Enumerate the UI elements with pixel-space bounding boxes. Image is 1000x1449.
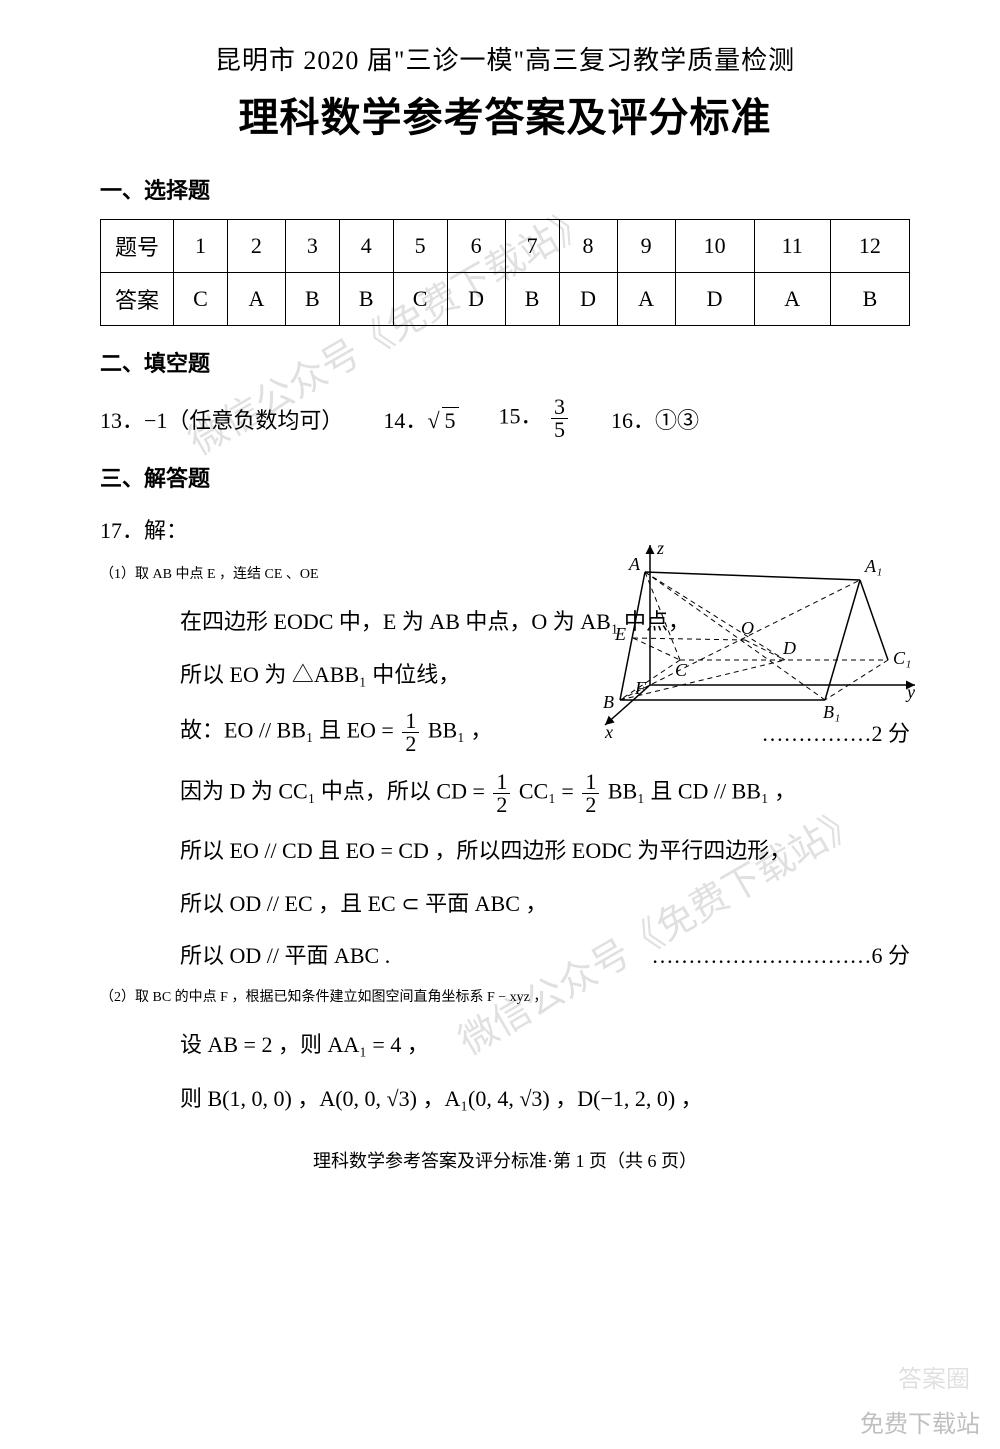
label-F: F — [634, 678, 647, 698]
q14-prefix: 14． — [383, 408, 427, 433]
section-3-title: 三、解答题 — [100, 461, 910, 493]
q15-num: 3 — [551, 396, 568, 419]
cell-num: 1 — [174, 220, 228, 273]
l4b: CC₁ = — [519, 778, 579, 803]
label-D: D — [782, 638, 796, 658]
q17-l6: 所以 OD // EC ，且 EC ⊂ 平面 ABC ， — [180, 885, 910, 922]
exam-title-line2: 理科数学参考答案及评分标准 — [100, 85, 910, 143]
q17-part2: （2）取 BC 的中点 F ，根据已知条件建立如图空间直角坐标系 F − xyz… — [100, 986, 910, 1010]
cell-ans: B — [285, 273, 339, 326]
section-1-title: 一、选择题 — [100, 173, 910, 205]
q15-prefix: 15． — [499, 404, 543, 429]
cell-num: 11 — [754, 220, 830, 273]
q14: 14．√5 — [383, 403, 458, 435]
geometry-diagram: z A A₁ E O D C₁ C F B B₁ x y — [585, 540, 925, 740]
l3-num: 1 — [402, 710, 419, 733]
cell-num: 9 — [617, 220, 675, 273]
l4-den1: 2 — [493, 794, 510, 816]
cell-ans: D — [675, 273, 754, 326]
score-6: …………………………6 分 — [651, 938, 910, 970]
label-A1: A₁ — [864, 556, 882, 576]
label-C: C — [675, 660, 688, 680]
cell-num: 5 — [393, 220, 447, 273]
l4a: 因为 D 为 CC₁ 中点，所以 CD = — [180, 778, 490, 803]
label-O: O — [741, 618, 754, 638]
label-x: x — [604, 722, 613, 740]
l4-den2: 2 — [582, 794, 599, 816]
corner-watermark-2: 免费下载站 — [860, 1404, 980, 1439]
cell-num: 4 — [339, 220, 393, 273]
cell-ans: D — [559, 273, 617, 326]
cell-ans: A — [754, 273, 830, 326]
cell-num: 3 — [285, 220, 339, 273]
cell-num: 12 — [830, 220, 909, 273]
label-E: E — [614, 624, 626, 644]
q17-l4: 因为 D 为 CC₁ 中点，所以 CD = 12 CC₁ = 12 BB₁ 且 … — [180, 771, 910, 816]
q13: 13．−1（任意负数均可） — [100, 403, 343, 435]
table-row-header: 题号 1 2 3 4 5 6 7 8 9 10 11 12 — [101, 220, 910, 273]
section-2-title: 二、填空题 — [100, 346, 910, 378]
cell-num: 6 — [447, 220, 505, 273]
row-label-num: 题号 — [101, 220, 174, 273]
cell-ans: A — [617, 273, 675, 326]
q17-l8: 设 AB = 2 ，则 AA₁ = 4 ， — [180, 1026, 910, 1063]
cell-num: 2 — [227, 220, 285, 273]
l3-den: 2 — [402, 733, 419, 755]
q17-l7-row: 所以 OD // 平面 ABC . …………………………6 分 — [180, 938, 910, 970]
fill-answers: 13．−1（任意负数均可） 14．√5 15． 35 16．①③ — [100, 396, 910, 441]
label-y: y — [905, 682, 915, 702]
cell-ans: C — [393, 273, 447, 326]
cell-ans: B — [505, 273, 559, 326]
cell-ans: B — [830, 273, 909, 326]
cell-num: 7 — [505, 220, 559, 273]
l4-num2: 1 — [582, 771, 599, 794]
answer-table: 题号 1 2 3 4 5 6 7 8 9 10 11 12 答案 C A B B… — [100, 219, 910, 326]
cell-ans: B — [339, 273, 393, 326]
q17-l3b: BB₁ ， — [428, 717, 493, 742]
label-C1: C₁ — [893, 648, 911, 668]
corner-watermark-1: 答案圈 — [898, 1359, 970, 1394]
page-footer: 理科数学参考答案及评分标准·第 1 页（共 6 页） — [100, 1147, 910, 1173]
q17-l3a: 故：EO // BB₁ 且 EO = — [180, 717, 399, 742]
q15-den: 5 — [551, 419, 568, 441]
cell-num: 10 — [675, 220, 754, 273]
label-A: A — [628, 554, 641, 574]
row-label-ans: 答案 — [101, 273, 174, 326]
l4c: BB₁ 且 CD // BB₁ ， — [608, 778, 796, 803]
q15: 15． 35 — [499, 396, 572, 441]
table-row-answers: 答案 C A B B C D B D A D A B — [101, 273, 910, 326]
label-B1: B₁ — [823, 702, 840, 722]
cell-ans: C — [174, 273, 228, 326]
cell-num: 8 — [559, 220, 617, 273]
cell-ans: A — [227, 273, 285, 326]
exam-title-line1: 昆明市 2020 届"三诊一模"高三复习教学质量检测 — [100, 40, 910, 77]
l4-num1: 1 — [493, 771, 510, 794]
label-B: B — [603, 692, 614, 712]
q16: 16．①③ — [611, 403, 699, 435]
cell-ans: D — [447, 273, 505, 326]
q17-l7: 所以 OD // 平面 ABC . — [180, 938, 390, 970]
q17-l9: 则 B(1, 0, 0) ，A(0, 0, √3) ，A₁(0, 4, √3) … — [180, 1080, 910, 1117]
q17-l5: 所以 EO // CD 且 EO = CD ，所以四边形 EODC 为平行四边形… — [180, 832, 910, 869]
q14-val: 5 — [442, 407, 459, 434]
label-z: z — [656, 540, 664, 558]
